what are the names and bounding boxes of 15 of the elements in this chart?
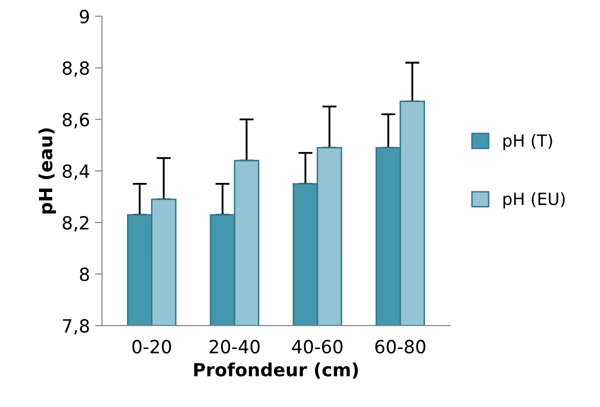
- x-tick-label: 40-60: [292, 340, 342, 354]
- x-tick-label: 0-20: [132, 340, 172, 354]
- y-tick-label: 7,8: [62, 319, 89, 335]
- y-axis-title: pH (eau): [38, 128, 56, 214]
- y-tick-label: 8,2: [62, 216, 88, 232]
- y-tick-label: 8,6: [62, 112, 90, 128]
- legend-label: pH (T): [503, 134, 552, 150]
- x-axis-title: Profondeur (cm): [194, 362, 358, 379]
- x-tick-label: 60-80: [375, 340, 426, 354]
- x-tick-label: 20-40: [210, 340, 260, 354]
- y-tick-label: 8,4: [62, 164, 90, 180]
- y-tick-label: 8: [80, 268, 89, 282]
- y-tick-label: 8,8: [62, 61, 89, 77]
- legend-label: pH (EU): [503, 192, 565, 208]
- y-tick-label: 9: [80, 10, 89, 24]
